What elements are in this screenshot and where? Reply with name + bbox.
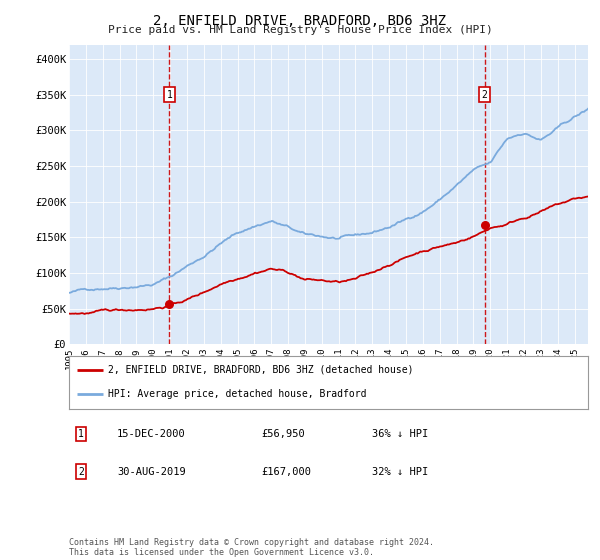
Text: 15-DEC-2000: 15-DEC-2000 bbox=[117, 429, 186, 439]
Text: 32% ↓ HPI: 32% ↓ HPI bbox=[372, 466, 428, 477]
Text: Price paid vs. HM Land Registry's House Price Index (HPI): Price paid vs. HM Land Registry's House … bbox=[107, 25, 493, 35]
Text: 2, ENFIELD DRIVE, BRADFORD, BD6 3HZ: 2, ENFIELD DRIVE, BRADFORD, BD6 3HZ bbox=[154, 14, 446, 28]
Text: HPI: Average price, detached house, Bradford: HPI: Average price, detached house, Brad… bbox=[108, 389, 367, 399]
Text: 2, ENFIELD DRIVE, BRADFORD, BD6 3HZ (detached house): 2, ENFIELD DRIVE, BRADFORD, BD6 3HZ (det… bbox=[108, 365, 413, 375]
Text: 1: 1 bbox=[78, 429, 84, 439]
Text: Contains HM Land Registry data © Crown copyright and database right 2024.
This d: Contains HM Land Registry data © Crown c… bbox=[69, 538, 434, 557]
Text: 30-AUG-2019: 30-AUG-2019 bbox=[117, 466, 186, 477]
Point bbox=[164, 299, 174, 308]
Text: £56,950: £56,950 bbox=[261, 429, 305, 439]
Text: 36% ↓ HPI: 36% ↓ HPI bbox=[372, 429, 428, 439]
Text: 2: 2 bbox=[78, 466, 84, 477]
Text: £167,000: £167,000 bbox=[261, 466, 311, 477]
Point bbox=[480, 221, 490, 230]
Text: 1: 1 bbox=[166, 90, 172, 100]
Text: 2: 2 bbox=[482, 90, 487, 100]
